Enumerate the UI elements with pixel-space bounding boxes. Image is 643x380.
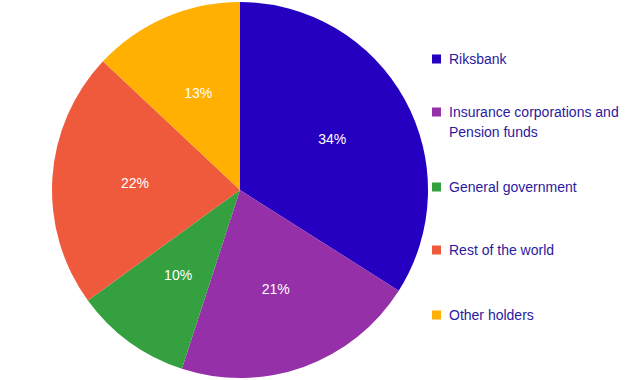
legend-item: Other holders	[432, 307, 534, 323]
legend-swatch	[432, 246, 441, 255]
legend-swatch	[432, 183, 441, 192]
legend-label: Rest of the world	[449, 242, 554, 258]
pie	[52, 2, 428, 378]
data-label: 22%	[121, 175, 149, 191]
legend-item: Insurance corporations andPension funds	[432, 104, 619, 140]
data-label: 34%	[318, 131, 346, 147]
legend-label: General government	[449, 179, 577, 195]
legend-label: Riksbank	[449, 51, 508, 67]
legend-label: Insurance corporations andPension funds	[449, 104, 619, 140]
data-label: 10%	[164, 267, 192, 283]
legend-item: Riksbank	[432, 51, 508, 67]
chart: 34% 21% 10% 22% 13% Riksbank Insurance corpora…	[0, 0, 643, 380]
legend-swatch	[432, 55, 441, 64]
legend-label: Other holders	[449, 307, 534, 323]
legend-item: General government	[432, 179, 577, 195]
legend-swatch	[432, 311, 441, 320]
pie-slice	[103, 2, 240, 190]
data-label: 13%	[184, 85, 212, 101]
data-label: 21%	[262, 281, 290, 297]
legend: Riksbank Insurance corporations andPensio…	[432, 51, 619, 323]
data-labels: 34% 21% 10% 22% 13%	[121, 85, 346, 297]
legend-swatch	[432, 108, 441, 117]
legend-item: Rest of the world	[432, 242, 554, 258]
